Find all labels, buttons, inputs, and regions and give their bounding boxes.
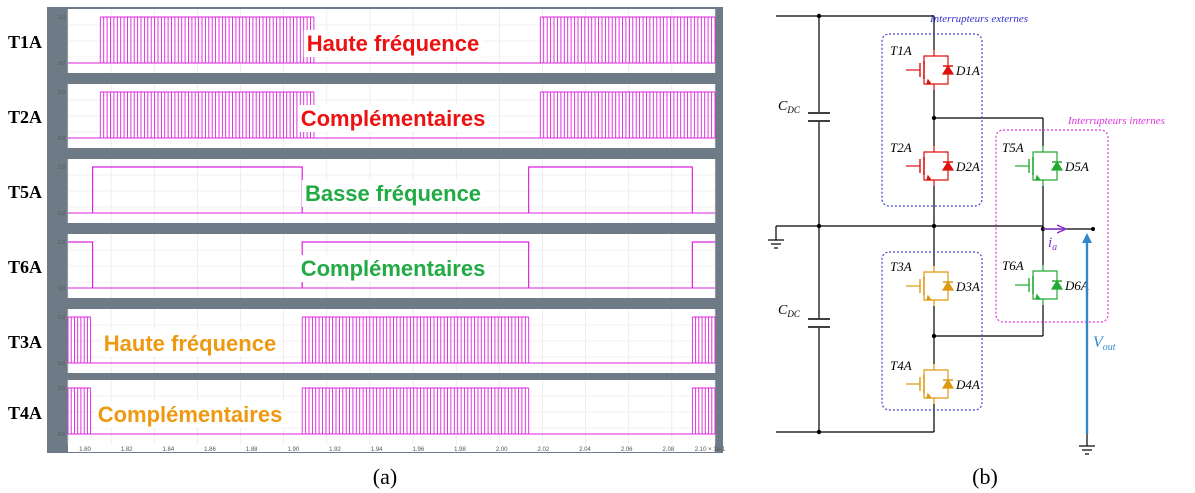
trace-hf-burst: [539, 17, 716, 63]
caption-b: (b): [972, 464, 998, 489]
x-tick-label: 1.82: [121, 447, 133, 453]
label-t5a: T5A: [1002, 140, 1024, 155]
x-axis: 1.80 1.82 1.84 1.86 1.88 1.90 1.92 1.94 1.96 1.98…: [68, 444, 726, 453]
trace-pulse: [691, 241, 715, 288]
external-switches-box-lower: [881, 251, 983, 411]
x-tick-label: 1.80: [79, 447, 91, 453]
label-d6a: D6A: [1064, 278, 1089, 293]
capacitor-lower: [808, 318, 830, 328]
row-annotation: Complémentaires: [301, 256, 486, 281]
ground-symbol-neutral: [768, 226, 784, 249]
row-annotation: Haute fréquence: [307, 31, 479, 56]
trace-pulse: [68, 241, 94, 288]
label-d4a: D4A: [955, 377, 980, 392]
y-label-bottom: 0.0: [58, 136, 65, 142]
label-current: ia: [1048, 235, 1057, 253]
label-d3a: D3A: [955, 279, 980, 294]
row-annotation: Complémentaires: [98, 402, 283, 427]
y-label-top: 1.0: [58, 240, 65, 246]
igbt-t4a: T4A D4A: [890, 358, 980, 404]
y-label-top: 1.0: [58, 90, 65, 96]
waveform-row-t3a: 1.0 0.0 T3A Haute fréquence: [8, 309, 716, 373]
label-t2a: T2A: [890, 140, 912, 155]
row-label-t4a: T4A: [8, 403, 42, 423]
row-label-t1a: T1A: [8, 32, 42, 52]
x-tick-label: 2.00: [496, 447, 508, 453]
trace-hf-burst: [691, 317, 716, 363]
trace-hf-burst: [301, 388, 530, 434]
y-label-bottom: 0.0: [58, 211, 65, 217]
x-tick-label: 2.08: [662, 447, 674, 453]
row-annotation: Complémentaires: [301, 106, 486, 131]
igbt-t3a: T3A D3A: [890, 259, 980, 306]
row-label-t2a: T2A: [8, 107, 42, 127]
trace-hf-burst: [99, 92, 315, 138]
row-label-t6a: T6A: [8, 257, 42, 277]
x-tick-label: 1.94: [371, 447, 383, 453]
trace-hf-burst: [99, 17, 315, 63]
y-label-top: 1.0: [58, 386, 65, 392]
row-label-t5a: T5A: [8, 182, 42, 202]
trace-hf-burst: [301, 317, 530, 363]
label-capacitor-lower: CDC: [778, 303, 801, 319]
external-switches-box: [881, 33, 983, 207]
label-t4a: T4A: [890, 358, 912, 373]
x-tick-label: 1.86: [204, 447, 216, 453]
trace-hf-burst: [539, 92, 716, 138]
waveform-row-t1a: 1.0 0.0 T1A Haute fréquence: [8, 9, 716, 73]
x-tick-label: 2.02: [537, 447, 549, 453]
y-label-top: 1.0: [58, 15, 65, 21]
label-d1a: D1A: [955, 63, 980, 78]
y-label-bottom: 0.0: [58, 286, 65, 292]
y-label-bottom: 0.0: [58, 432, 65, 438]
trace-hf-burst: [67, 388, 92, 434]
x-tick-label: 2.10 × 1e-1: [695, 447, 726, 453]
x-tick-label: 2.06: [621, 447, 633, 453]
waveform-row-t6a: 1.0 0.0 T6A Complémentaires: [8, 234, 716, 298]
x-tick-label: 1.90: [287, 447, 299, 453]
waveform-row-t4a: 1.0 0.0 T4A Complémentaires: [8, 380, 716, 444]
waveform-panel: 1.0 0.0 T1A Haute fréquence 1.0 0.0 T2A Complém…: [8, 7, 726, 489]
label-capacitor-upper: CDC: [778, 99, 801, 115]
label-t1a: T1A: [890, 43, 912, 58]
x-tick-label: 1.84: [162, 447, 174, 453]
label-d5a: D5A: [1064, 159, 1089, 174]
x-tick-label: 1.88: [246, 447, 258, 453]
label-internal-switches: Interrupteurs internes: [1067, 115, 1165, 127]
caption-a: (a): [373, 464, 397, 489]
circuit-diagram: T1A D1A T2A D2A T3A D3A T4A D4A T5A D5A T6A D6A: [768, 13, 1109, 455]
y-label-bottom: 0.0: [58, 361, 65, 367]
row-annotation: Basse fréquence: [305, 181, 481, 206]
waveform-row-t2a: 1.0 0.0 T2A Complémentaires: [8, 84, 716, 148]
internal-switches-box: [995, 129, 1109, 323]
igbt-t6a: T6A D6A: [1002, 258, 1089, 305]
trace-hf-burst: [691, 388, 716, 434]
ground-symbol-output: [1079, 434, 1095, 455]
row-label-t3a: T3A: [8, 332, 42, 352]
igbt-t5a: T5A D5A: [1002, 140, 1089, 186]
label-t6a: T6A: [1002, 258, 1024, 273]
label-vout: Vout: [1093, 334, 1116, 353]
y-label-bottom: 0.0: [58, 61, 65, 67]
trace-hf-burst: [67, 317, 92, 363]
x-tick-label: 1.96: [412, 447, 424, 453]
label-t3a: T3A: [890, 259, 912, 274]
x-tick-label: 2.04: [579, 447, 591, 453]
igbt-t1a: T1A D1A: [890, 43, 980, 90]
row-annotation: Haute fréquence: [104, 331, 276, 356]
trace-pulse: [528, 166, 693, 213]
x-tick-label: 1.98: [454, 447, 466, 453]
igbt-t2a: T2A D2A: [890, 140, 980, 186]
label-d2a: D2A: [955, 159, 980, 174]
x-tick-label: 1.92: [329, 447, 341, 453]
y-label-top: 1.0: [58, 165, 65, 171]
y-label-top: 1.0: [58, 315, 65, 321]
capacitor-upper: [808, 112, 830, 122]
waveform-row-t5a: 1.0 0.0 T5A Basse fréquence: [8, 159, 716, 223]
waveform-frame: [47, 7, 723, 453]
label-external-switches: Interrupteurs externes: [929, 13, 1028, 25]
